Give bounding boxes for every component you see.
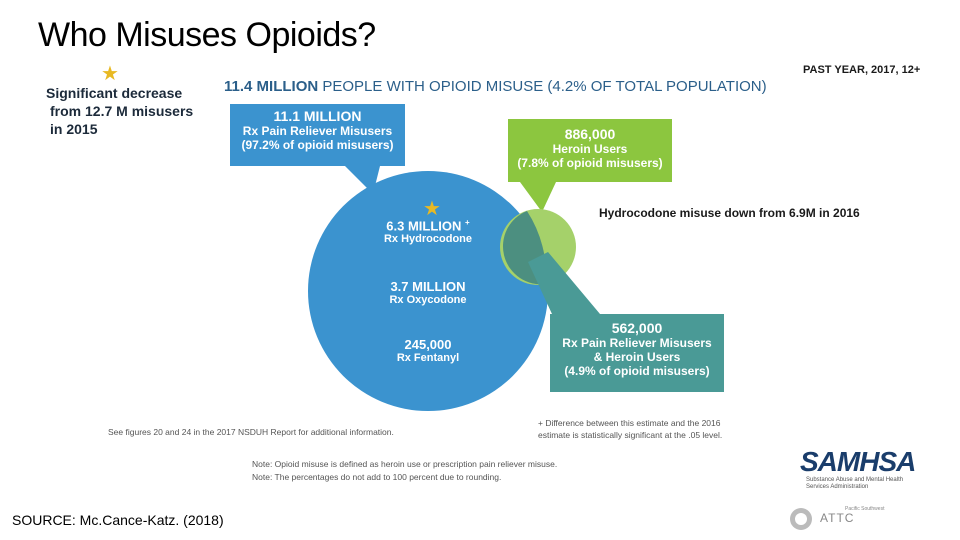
heroin-box-line: (7.8% of opioid misusers) — [517, 156, 663, 170]
significance-mark: + — [465, 218, 470, 227]
difference-note: estimate is statistically significant at… — [538, 430, 723, 440]
heroin-box-rect — [508, 119, 672, 182]
both-box-rect — [550, 314, 724, 392]
decrease-note-line: in 2015 — [50, 121, 98, 137]
heroin-box-value: 886,000 — [564, 126, 616, 142]
rx-box-value: 11.1 MILLION — [273, 108, 362, 124]
source-citation: SOURCE: Mc.Cance-Katz. (2018) — [12, 512, 224, 528]
both-box-line: Rx Pain Reliever Misusers — [562, 336, 712, 350]
difference-note: + Difference between this estimate and t… — [538, 418, 721, 428]
oxycodone-value: 3.7 MILLION — [390, 279, 466, 294]
attc-logo: ATTC — [820, 511, 855, 525]
samhsa-logo: SAMHSA — [800, 446, 916, 477]
slide-title: Who Misuses Opioids? — [38, 16, 376, 54]
both-box-value: 562,000 — [611, 320, 663, 336]
attc-logo-icon — [790, 508, 812, 530]
oxycodone-name: Rx Oxycodone — [389, 294, 467, 306]
fentanyl-value: 245,000 — [404, 337, 452, 352]
star-icon: ★ — [423, 198, 441, 220]
rx-box-text: 11.1 MILLION Rx Pain Reliever Misusers (… — [230, 108, 405, 152]
heroin-box-text: 886,000 Heroin Users (7.8% of opioid mis… — [508, 126, 672, 170]
fentanyl-label: 245,000 Rx Fentanyl — [328, 337, 528, 364]
star-icon: ★ — [101, 63, 119, 85]
fentanyl-name: Rx Fentanyl — [396, 352, 460, 364]
decrease-note-line: Significant decrease — [46, 85, 183, 101]
heroin-box-pointer — [520, 182, 556, 212]
both-box-text: 562,000 Rx Pain Reliever Misusers & Hero… — [550, 320, 724, 378]
headline-rest: PEOPLE WITH OPIOID MISUSE (4.2% OF TOTAL… — [318, 78, 767, 95]
definition-note: Note: Opioid misuse is defined as heroin… — [252, 459, 558, 469]
oxycodone-label: 3.7 MILLION Rx Oxycodone — [328, 279, 528, 306]
rx-box-line: (97.2% of opioid misusers) — [241, 138, 394, 152]
hydrocodone-label: 6.3 MILLION + Rx Hydrocodone — [328, 218, 528, 245]
heroin-box-line: Heroin Users — [552, 142, 628, 156]
past-year-label: PAST YEAR, 2017, 12+ — [803, 64, 921, 76]
decrease-note: Significant decrease from 12.7 M misuser… — [46, 84, 193, 138]
attc-subtitle: Pacific Southwest — [845, 506, 885, 512]
rx-box-rect — [230, 104, 405, 166]
rx-box — [230, 104, 405, 194]
figures-note: See figures 20 and 24 in the 2017 NSDUH … — [108, 427, 394, 437]
rx-circle — [308, 171, 548, 411]
hydrocodone-value: 6.3 MILLION — [386, 218, 462, 234]
samhsa-subtitle: Substance Abuse and Mental Health Servic… — [806, 477, 904, 490]
heroin-box — [508, 119, 672, 212]
both-box-line: & Heroin Users — [593, 350, 681, 364]
both-box-line: (4.9% of opioid misusers) — [564, 364, 710, 378]
rounding-note: Note: The percentages do not add to 100 … — [252, 472, 502, 482]
rx-box-line: Rx Pain Reliever Misusers — [242, 124, 393, 138]
headline: 11.4 MILLION PEOPLE WITH OPIOID MISUSE (… — [224, 78, 767, 95]
hydrocodone-name: Rx Hydrocodone — [383, 233, 472, 246]
hydrocodone-note: Hydrocodone misuse down from 6.9M in 201… — [599, 206, 860, 220]
decrease-note-line: from 12.7 M misusers — [50, 103, 194, 119]
headline-bold: 11.4 MILLION — [224, 78, 319, 95]
both-box-pointer — [528, 252, 600, 314]
